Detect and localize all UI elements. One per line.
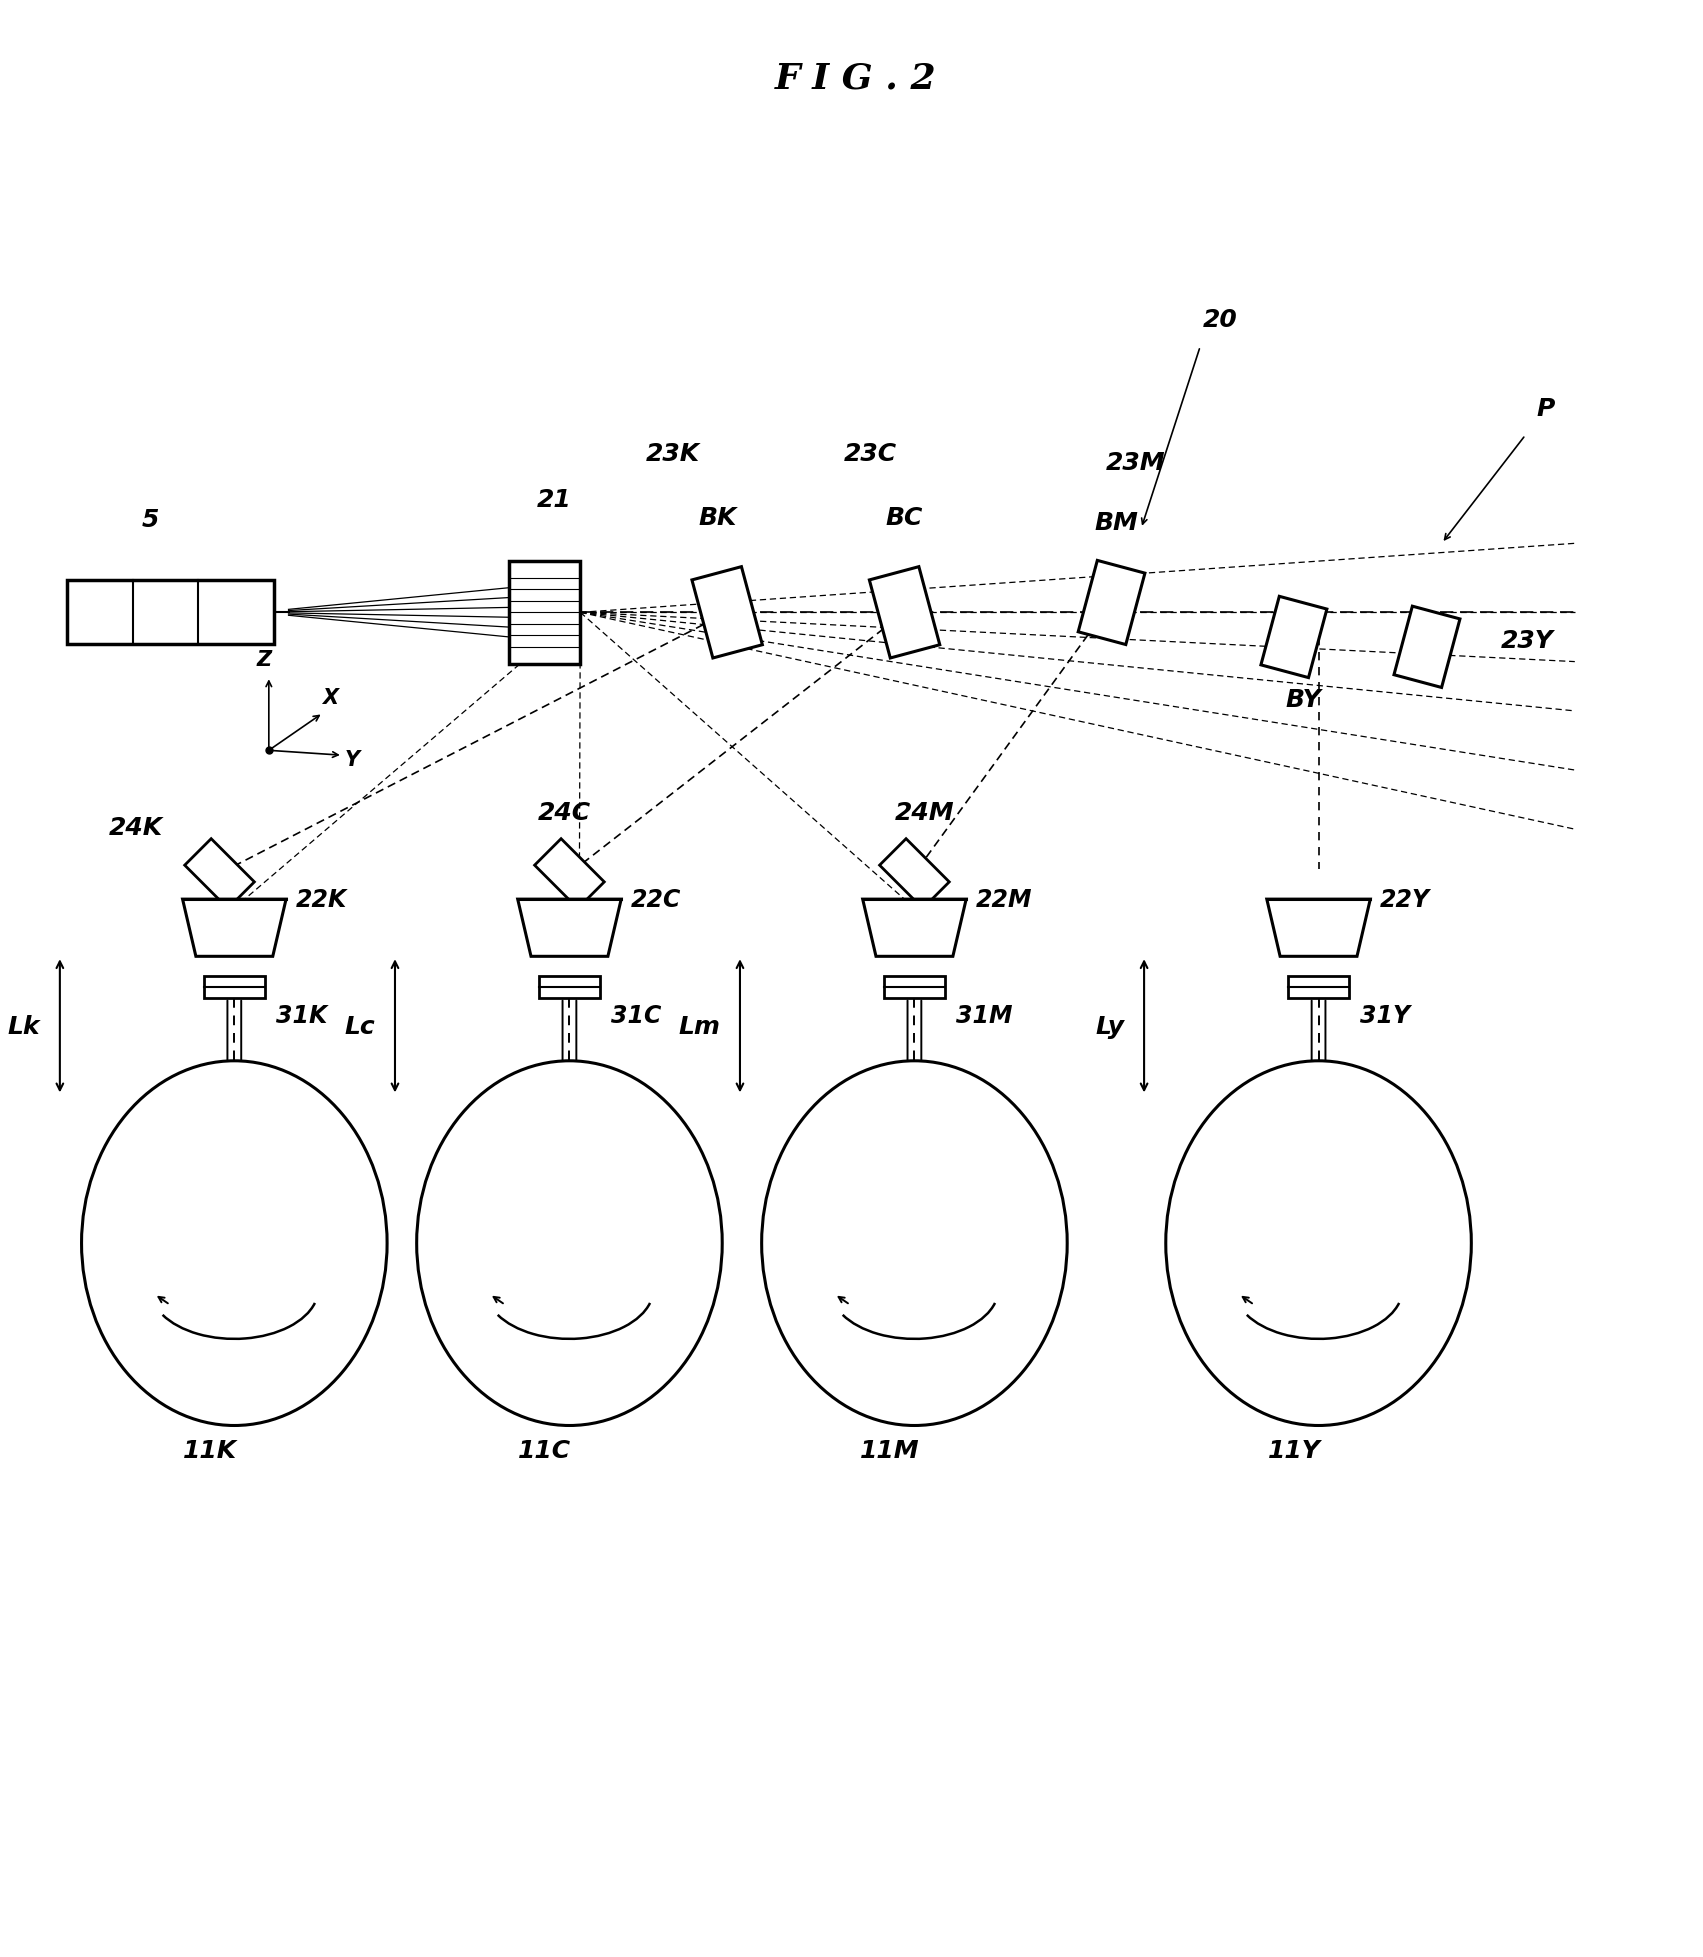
Polygon shape: [66, 581, 274, 646]
Text: 22C: 22C: [630, 888, 681, 912]
Polygon shape: [1267, 900, 1371, 957]
Text: 20: 20: [1202, 309, 1238, 333]
Polygon shape: [1078, 562, 1144, 646]
Polygon shape: [879, 840, 949, 908]
Polygon shape: [691, 568, 763, 660]
Text: 11Y: 11Y: [1267, 1438, 1320, 1462]
Text: 11C: 11C: [518, 1438, 572, 1462]
Polygon shape: [518, 900, 622, 957]
Polygon shape: [509, 562, 581, 665]
Text: 22M: 22M: [976, 888, 1032, 912]
Text: 23K: 23K: [645, 442, 700, 466]
Text: 24C: 24C: [538, 800, 591, 826]
Ellipse shape: [761, 1061, 1068, 1427]
Bar: [1287, 977, 1349, 998]
Text: 23C: 23C: [843, 442, 897, 466]
Text: BK: BK: [698, 505, 736, 528]
Text: Lc: Lc: [344, 1014, 375, 1039]
Text: 31K: 31K: [276, 1004, 327, 1027]
Polygon shape: [869, 568, 940, 660]
Text: 24K: 24K: [109, 816, 163, 840]
Ellipse shape: [417, 1061, 722, 1427]
Bar: [538, 977, 599, 998]
Text: BY: BY: [1286, 687, 1322, 712]
Polygon shape: [184, 840, 254, 908]
Text: 31C: 31C: [611, 1004, 661, 1027]
Bar: [884, 977, 945, 998]
Text: 11K: 11K: [182, 1438, 237, 1462]
Polygon shape: [863, 900, 966, 957]
Polygon shape: [1395, 607, 1459, 689]
Ellipse shape: [82, 1061, 387, 1427]
Text: 22K: 22K: [295, 888, 347, 912]
Text: Z: Z: [257, 650, 271, 669]
Bar: [204, 977, 266, 998]
Text: 22Y: 22Y: [1379, 888, 1431, 912]
Text: BC: BC: [886, 505, 923, 528]
Text: 23M: 23M: [1107, 452, 1167, 476]
Text: Lk: Lk: [7, 1014, 41, 1039]
Polygon shape: [182, 900, 286, 957]
Text: 11M: 11M: [860, 1438, 920, 1462]
Text: Ly: Ly: [1095, 1014, 1124, 1039]
Text: 21: 21: [536, 487, 572, 513]
Polygon shape: [535, 840, 605, 908]
Text: 31M: 31M: [955, 1004, 1012, 1027]
Text: 31Y: 31Y: [1361, 1004, 1410, 1027]
Polygon shape: [1260, 597, 1327, 679]
Text: Y: Y: [346, 750, 359, 769]
Text: 5: 5: [141, 507, 158, 532]
Text: 23Y: 23Y: [1500, 628, 1553, 652]
Text: P: P: [1536, 397, 1555, 421]
Text: 24M: 24M: [894, 800, 954, 826]
Text: X: X: [322, 687, 337, 708]
Text: Lm: Lm: [678, 1014, 720, 1039]
Text: F I G . 2: F I G . 2: [775, 61, 937, 96]
Ellipse shape: [1167, 1061, 1471, 1427]
Text: BM: BM: [1095, 511, 1138, 534]
